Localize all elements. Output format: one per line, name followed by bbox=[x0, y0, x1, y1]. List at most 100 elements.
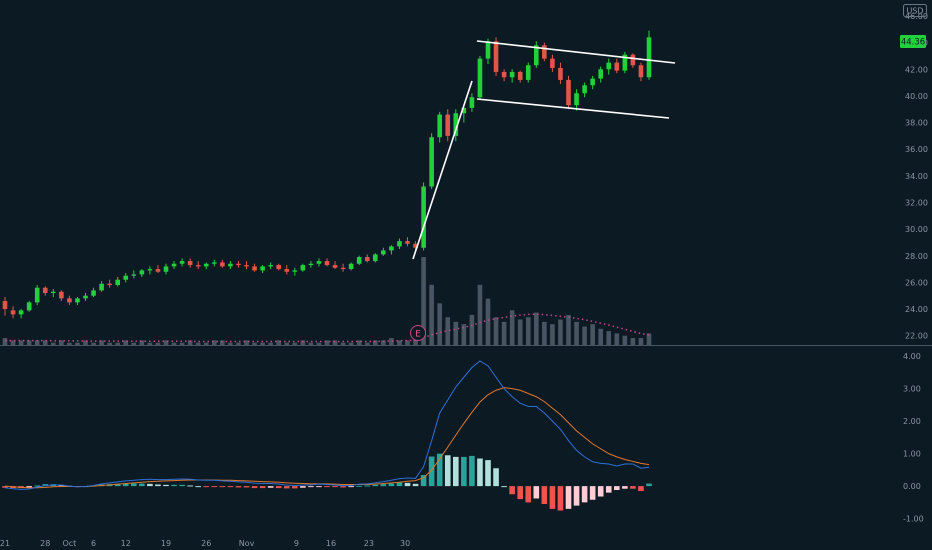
candle[interactable] bbox=[252, 263, 257, 272]
macd-histogram-bar bbox=[147, 483, 153, 487]
candle[interactable] bbox=[284, 265, 290, 275]
candle[interactable] bbox=[574, 89, 579, 111]
volume-bar bbox=[10, 340, 16, 345]
candle[interactable] bbox=[606, 58, 612, 75]
candle[interactable] bbox=[364, 254, 370, 263]
candle[interactable] bbox=[517, 70, 523, 83]
volume-bar bbox=[558, 319, 563, 345]
macd-tick-label: 3.00 bbox=[903, 385, 921, 394]
candle[interactable] bbox=[179, 258, 185, 267]
candle[interactable] bbox=[18, 309, 24, 319]
flagpole-trendline[interactable] bbox=[412, 80, 473, 260]
candle[interactable] bbox=[622, 51, 628, 74]
candle[interactable] bbox=[244, 261, 249, 270]
candle[interactable] bbox=[477, 55, 483, 100]
candle[interactable] bbox=[550, 54, 555, 72]
candle[interactable] bbox=[348, 262, 354, 271]
candle[interactable] bbox=[590, 75, 595, 90]
candle[interactable] bbox=[115, 277, 120, 287]
candle[interactable] bbox=[83, 293, 88, 302]
candle[interactable] bbox=[397, 238, 402, 250]
candle[interactable] bbox=[429, 133, 434, 190]
candle[interactable] bbox=[558, 62, 563, 84]
candle[interactable] bbox=[340, 263, 346, 272]
candle[interactable] bbox=[276, 263, 281, 271]
candle[interactable] bbox=[356, 255, 362, 266]
candle[interactable] bbox=[131, 270, 137, 279]
candle[interactable] bbox=[582, 82, 587, 98]
time-tick-label: Oct bbox=[62, 539, 76, 548]
price-tick-label: 34.00 bbox=[905, 172, 928, 181]
candle[interactable] bbox=[525, 62, 531, 83]
candle[interactable] bbox=[566, 75, 571, 110]
candle[interactable] bbox=[212, 259, 217, 267]
macd-histogram-bar bbox=[597, 486, 604, 497]
candle[interactable] bbox=[453, 109, 459, 142]
candle[interactable] bbox=[437, 111, 442, 143]
candle[interactable] bbox=[381, 247, 386, 256]
volume-bar bbox=[485, 298, 491, 345]
currency-box[interactable]: USD bbox=[903, 4, 927, 17]
candle[interactable] bbox=[171, 261, 177, 270]
candle[interactable] bbox=[75, 297, 80, 306]
candle[interactable] bbox=[534, 41, 539, 68]
volume-bar bbox=[453, 321, 459, 345]
candlesticks[interactable] bbox=[2, 30, 652, 319]
candle[interactable] bbox=[598, 66, 603, 83]
candle[interactable] bbox=[469, 93, 475, 112]
candle[interactable] bbox=[373, 253, 378, 263]
candle[interactable] bbox=[195, 261, 201, 270]
candle-body bbox=[179, 261, 185, 264]
candle[interactable] bbox=[445, 109, 451, 142]
candle[interactable] bbox=[421, 182, 426, 251]
candle[interactable] bbox=[332, 261, 338, 270]
candle[interactable] bbox=[107, 279, 112, 288]
candle[interactable] bbox=[163, 263, 169, 275]
candle[interactable] bbox=[292, 267, 298, 276]
candle[interactable] bbox=[268, 262, 273, 270]
candle[interactable] bbox=[51, 289, 56, 298]
candle[interactable] bbox=[67, 295, 72, 306]
candle[interactable] bbox=[147, 266, 153, 275]
macd-histogram-bar bbox=[444, 455, 451, 487]
candle[interactable] bbox=[630, 53, 636, 68]
candle[interactable] bbox=[316, 258, 322, 267]
candle[interactable] bbox=[99, 281, 104, 292]
candle[interactable] bbox=[638, 62, 644, 82]
candle[interactable] bbox=[123, 273, 129, 283]
candle[interactable] bbox=[308, 261, 314, 268]
candle[interactable] bbox=[155, 265, 161, 274]
candle[interactable] bbox=[42, 286, 48, 296]
volume-bar bbox=[195, 342, 201, 345]
candle[interactable] bbox=[260, 265, 265, 274]
candle[interactable] bbox=[228, 261, 233, 270]
candle[interactable] bbox=[324, 258, 330, 267]
candle[interactable] bbox=[389, 245, 394, 255]
candle[interactable] bbox=[542, 42, 547, 62]
candle[interactable] bbox=[501, 69, 507, 82]
candle[interactable] bbox=[220, 259, 225, 268]
flag-lower-trendline[interactable] bbox=[476, 98, 670, 119]
flag-upper-trendline[interactable] bbox=[476, 40, 676, 64]
candle[interactable] bbox=[509, 69, 515, 83]
candle[interactable] bbox=[203, 262, 209, 270]
price-tick-label: 38.00 bbox=[905, 119, 928, 128]
trendlines[interactable] bbox=[412, 40, 676, 260]
candle[interactable] bbox=[139, 269, 145, 278]
earnings-marker[interactable]: E bbox=[410, 325, 426, 341]
candle[interactable] bbox=[614, 58, 620, 74]
candle[interactable] bbox=[26, 301, 32, 312]
candle[interactable] bbox=[91, 287, 96, 298]
candle[interactable] bbox=[236, 261, 241, 268]
candle[interactable] bbox=[2, 297, 8, 316]
candle[interactable] bbox=[59, 290, 64, 302]
earnings-marker-circle[interactable] bbox=[410, 325, 426, 341]
candle[interactable] bbox=[10, 306, 16, 319]
candle[interactable] bbox=[187, 258, 193, 268]
candle[interactable] bbox=[300, 263, 306, 272]
candle[interactable] bbox=[405, 237, 410, 247]
candle[interactable] bbox=[646, 30, 652, 80]
candle[interactable] bbox=[34, 285, 40, 306]
macd-histogram-bar bbox=[646, 483, 652, 487]
